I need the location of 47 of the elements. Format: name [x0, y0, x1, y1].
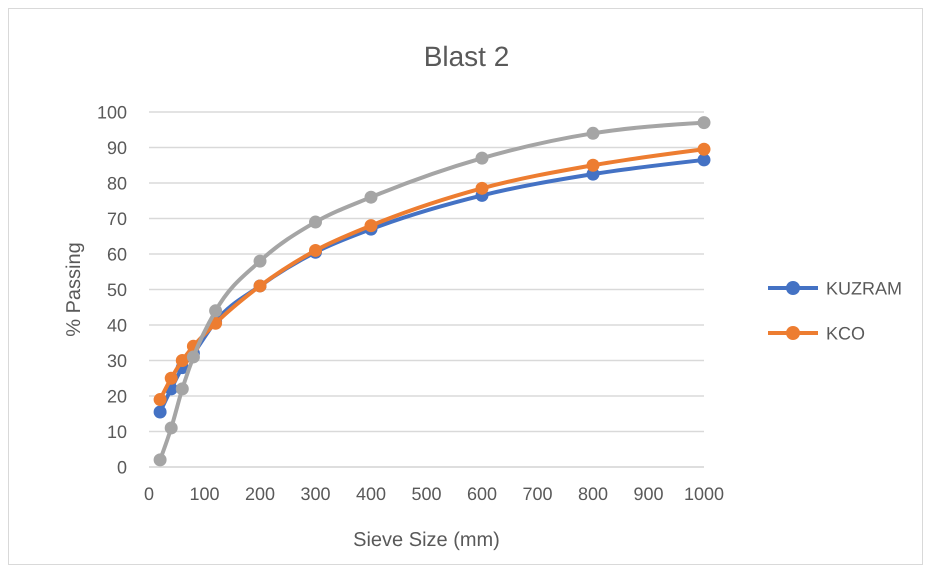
x-tick-label: 1000 — [684, 484, 724, 504]
point — [309, 216, 322, 229]
x-tick-label: 300 — [300, 484, 331, 504]
point — [586, 126, 600, 140]
x-tick-label: 100 — [189, 484, 220, 504]
point — [186, 350, 200, 364]
legend-label: KUZRAM — [826, 278, 902, 298]
y-tick-label: 100 — [96, 102, 127, 122]
point — [364, 190, 378, 204]
point — [254, 254, 266, 268]
point — [698, 116, 710, 130]
y-tick-label: 40 — [106, 315, 127, 336]
point — [476, 152, 488, 165]
y-tick-label: 70 — [106, 208, 127, 229]
x-tick-label: 800 — [578, 484, 608, 504]
x-tick-label: 0 — [144, 484, 154, 504]
x-tick-label: 700 — [522, 484, 553, 504]
point — [698, 142, 710, 156]
point — [176, 382, 189, 396]
x-tick-label: 400 — [356, 484, 386, 504]
chart-title: Blast 2 — [424, 41, 510, 72]
x-tick-label: 500 — [411, 484, 442, 504]
point — [154, 393, 167, 406]
x-tick-label: 900 — [633, 484, 664, 504]
point — [209, 304, 222, 318]
y-tick-label: 30 — [106, 350, 127, 371]
y-tick-label: 90 — [106, 138, 127, 158]
y-tick-label: 20 — [106, 386, 127, 406]
point — [586, 158, 600, 172]
point — [154, 453, 167, 466]
point — [698, 153, 710, 166]
point — [154, 405, 167, 418]
legend-label: KCO — [826, 323, 866, 344]
y-tick-label: 0 — [116, 457, 127, 478]
y-tick-label: 10 — [106, 422, 127, 442]
point — [164, 421, 178, 434]
y-axis-title: % Passing — [63, 242, 85, 337]
point — [476, 182, 488, 195]
x-tick-label: 600 — [466, 484, 498, 504]
y-tick-label: 60 — [106, 244, 127, 264]
y-tick-label: 50 — [106, 280, 127, 300]
point — [364, 219, 378, 232]
point — [164, 372, 178, 385]
x-axis-title: Sieve Size (mm) — [353, 529, 500, 551]
x-tick-label: 200 — [244, 484, 276, 504]
y-tick-label: 80 — [106, 173, 127, 194]
point — [176, 354, 189, 367]
